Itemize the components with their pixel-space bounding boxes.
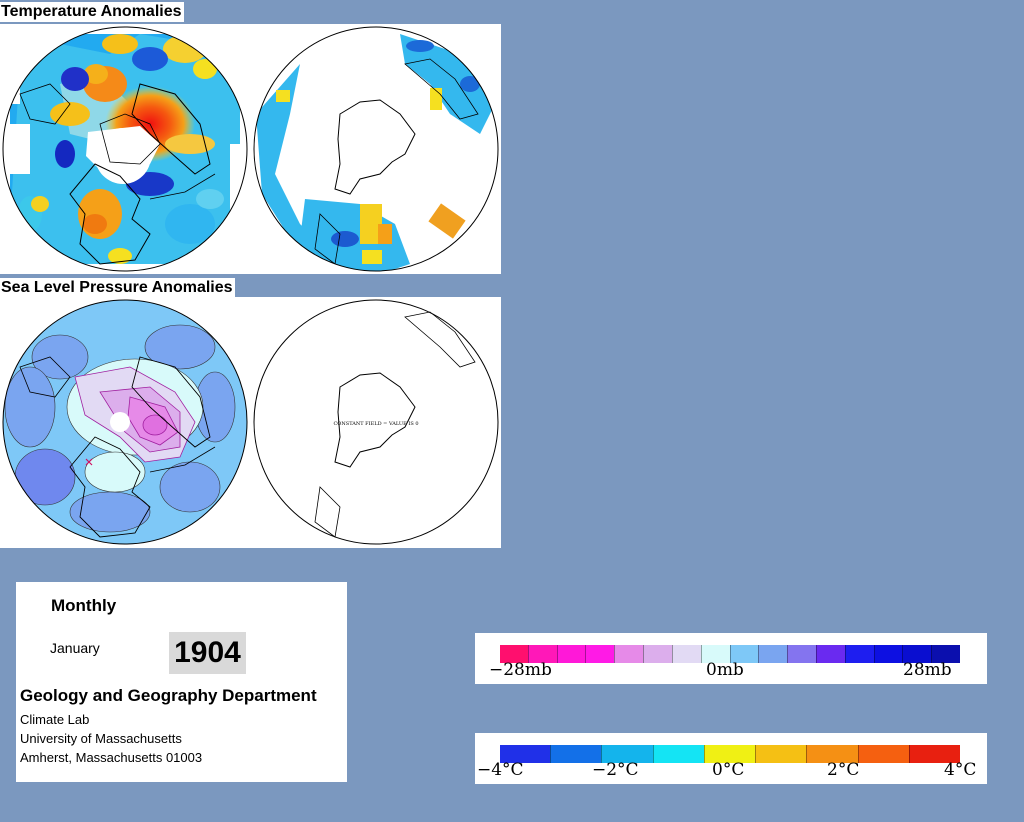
pressure-label-zero: 0mb [706, 660, 744, 680]
department-name: Geology and Geography Department [20, 686, 317, 705]
temperature-colorbar [500, 745, 960, 763]
pressure-swatch [527, 645, 557, 663]
pressure-swatch [787, 645, 816, 663]
temperature-swatch [703, 745, 756, 763]
temperature-swatch [601, 745, 653, 763]
pressure-swatch [556, 645, 586, 663]
pressure-swatch [902, 645, 932, 663]
pressure-swatch [729, 645, 759, 663]
temperature-label-plus4: 4°C [944, 760, 977, 780]
temperature-maps-panel [0, 24, 501, 274]
year-display: 1904 [169, 632, 246, 674]
pressure-swatch [758, 645, 788, 663]
temperature-label-plus2: 2°C [827, 760, 860, 780]
pressure-maps-panel: CONSTANT FIELD = VALUE IS 0 [0, 297, 501, 548]
period-heading: Monthly [51, 596, 117, 615]
pressure-swatch [873, 645, 903, 663]
pressure-swatch [931, 645, 960, 663]
pressure-label-min: −28mb [489, 660, 552, 680]
pressure-north-map [2, 299, 248, 545]
pressure-swatch [585, 645, 615, 663]
temperature-legend: −4°C −2°C 0°C 2°C 4°C [475, 733, 987, 784]
pressure-swatch [844, 645, 874, 663]
temperature-swatch [806, 745, 858, 763]
pressure-swatch [671, 645, 701, 663]
lab-name: Climate Lab [20, 712, 90, 727]
temperature-south-map [253, 26, 499, 272]
info-box: Monthly January 1904 Geology and Geograp… [16, 582, 347, 782]
pressure-legend: −28mb 0mb 28mb [475, 633, 987, 684]
university-name: University of Massachusetts [20, 731, 182, 746]
pressure-swatch [643, 645, 672, 663]
temperature-swatch [652, 745, 704, 763]
temperature-swatch [500, 745, 551, 763]
pressure-south-map: CONSTANT FIELD = VALUE IS 0 [253, 299, 499, 545]
temperature-title: Temperature Anomalies [0, 2, 184, 22]
temperature-label-minus4: −4°C [477, 760, 524, 780]
pressure-swatch [500, 645, 528, 663]
pressure-swatch [614, 645, 644, 663]
temperature-label-minus2: −2°C [592, 760, 639, 780]
temperature-swatch [755, 745, 807, 763]
constant-field-note: CONSTANT FIELD = VALUE IS 0 [333, 421, 418, 427]
temperature-label-zero: 0°C [712, 760, 745, 780]
pressure-label-max: 28mb [903, 660, 952, 680]
pressure-swatch [700, 645, 730, 663]
pressure-colorbar [500, 645, 960, 663]
address-line: Amherst, Massachusetts 01003 [20, 750, 203, 765]
temperature-swatch [550, 745, 602, 763]
month-label: January [50, 640, 100, 656]
temperature-swatch [908, 745, 960, 763]
temperature-north-map [2, 26, 248, 272]
pressure-swatch [815, 645, 845, 663]
temperature-swatch [857, 745, 909, 763]
pressure-title: Sea Level Pressure Anomalies [0, 278, 235, 298]
